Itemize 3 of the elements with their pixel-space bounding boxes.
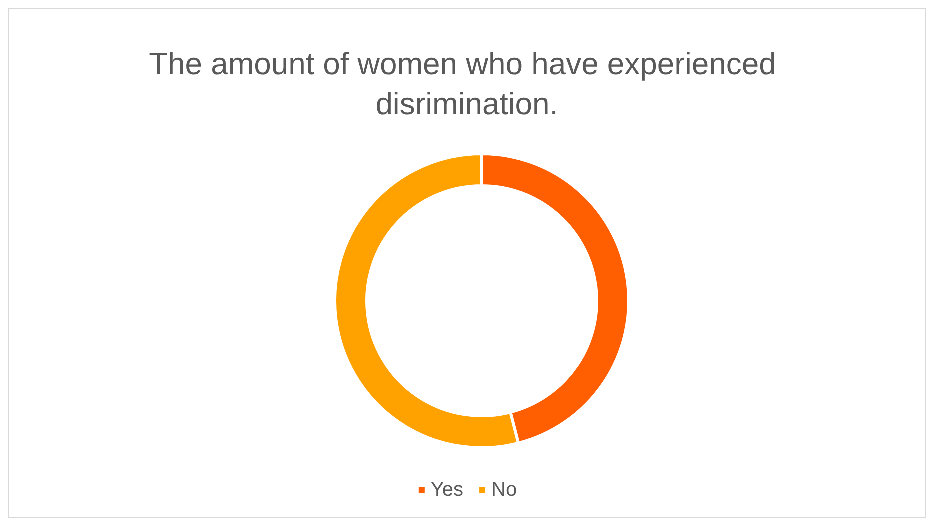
legend-label: Yes xyxy=(430,479,464,501)
legend-label: No xyxy=(492,479,518,501)
chart-title: The amount of women who have experienced disrimination. xyxy=(149,46,785,122)
